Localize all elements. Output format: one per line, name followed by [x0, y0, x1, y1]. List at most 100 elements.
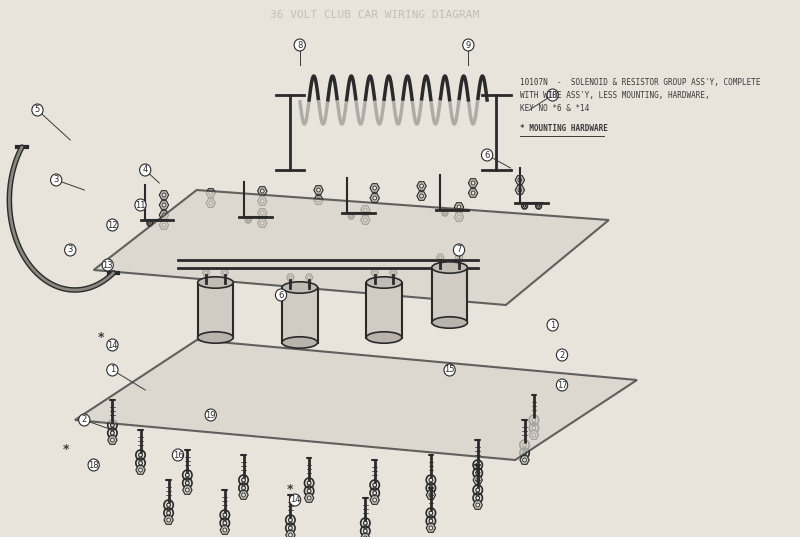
- Polygon shape: [221, 269, 229, 276]
- Circle shape: [532, 426, 536, 430]
- Polygon shape: [314, 186, 323, 194]
- Circle shape: [523, 205, 526, 207]
- Circle shape: [364, 215, 366, 217]
- Circle shape: [547, 89, 558, 101]
- Text: 2: 2: [82, 416, 87, 425]
- Text: 1: 1: [110, 366, 115, 374]
- Circle shape: [223, 271, 226, 274]
- Circle shape: [261, 189, 264, 193]
- Circle shape: [532, 433, 536, 437]
- Circle shape: [444, 212, 446, 214]
- Bar: [432, 267, 467, 323]
- Text: 7: 7: [456, 245, 462, 255]
- Circle shape: [223, 513, 226, 517]
- Circle shape: [317, 198, 320, 202]
- Ellipse shape: [198, 277, 234, 288]
- Polygon shape: [159, 201, 169, 209]
- Polygon shape: [220, 526, 230, 534]
- Circle shape: [209, 191, 213, 195]
- Polygon shape: [361, 206, 370, 214]
- Circle shape: [373, 491, 377, 495]
- Polygon shape: [454, 202, 464, 212]
- Polygon shape: [370, 496, 379, 504]
- Circle shape: [458, 256, 461, 259]
- Circle shape: [557, 379, 568, 391]
- Text: *: *: [287, 483, 294, 497]
- Polygon shape: [182, 485, 192, 495]
- Circle shape: [209, 201, 213, 205]
- Circle shape: [363, 529, 367, 533]
- Polygon shape: [371, 269, 378, 276]
- Circle shape: [88, 459, 99, 471]
- Circle shape: [522, 443, 526, 447]
- Circle shape: [289, 518, 292, 522]
- Polygon shape: [159, 211, 169, 219]
- Circle shape: [78, 414, 90, 426]
- Polygon shape: [202, 269, 210, 276]
- Circle shape: [307, 496, 311, 500]
- Circle shape: [242, 478, 246, 482]
- Polygon shape: [417, 182, 426, 190]
- Circle shape: [138, 453, 142, 457]
- Circle shape: [518, 188, 522, 192]
- Bar: [198, 282, 234, 337]
- Polygon shape: [455, 254, 462, 261]
- Ellipse shape: [198, 332, 234, 343]
- Circle shape: [532, 418, 536, 422]
- Circle shape: [429, 486, 433, 490]
- Polygon shape: [258, 219, 267, 227]
- Circle shape: [317, 188, 320, 192]
- Circle shape: [139, 164, 151, 176]
- Text: 1: 1: [550, 321, 555, 330]
- Polygon shape: [206, 188, 215, 197]
- Text: 14: 14: [290, 496, 300, 504]
- Circle shape: [444, 364, 455, 376]
- Circle shape: [247, 219, 250, 221]
- Circle shape: [138, 461, 142, 465]
- Circle shape: [32, 104, 43, 116]
- Polygon shape: [426, 491, 435, 499]
- Circle shape: [307, 489, 311, 493]
- Text: 15: 15: [444, 366, 455, 374]
- Polygon shape: [159, 191, 169, 199]
- Polygon shape: [159, 221, 169, 229]
- Circle shape: [392, 271, 395, 274]
- Text: 18: 18: [88, 461, 99, 469]
- Polygon shape: [286, 531, 295, 537]
- Text: 14: 14: [107, 340, 118, 350]
- Circle shape: [471, 191, 475, 195]
- Circle shape: [261, 219, 263, 221]
- Text: KEY NO *6 & *14: KEY NO *6 & *14: [520, 104, 590, 113]
- Circle shape: [223, 528, 226, 532]
- Polygon shape: [206, 199, 215, 207]
- Circle shape: [457, 205, 461, 209]
- Polygon shape: [108, 436, 117, 444]
- Text: 3: 3: [54, 176, 59, 185]
- Text: 2: 2: [559, 351, 565, 359]
- Text: * MOUNTING HARDWARE: * MOUNTING HARDWARE: [520, 124, 608, 133]
- Circle shape: [162, 223, 166, 227]
- Ellipse shape: [282, 337, 318, 348]
- Text: 19: 19: [206, 410, 216, 419]
- Circle shape: [308, 276, 310, 279]
- Circle shape: [242, 486, 246, 490]
- Ellipse shape: [432, 262, 467, 273]
- Circle shape: [261, 221, 264, 225]
- Polygon shape: [473, 500, 482, 509]
- Circle shape: [205, 409, 216, 421]
- Circle shape: [162, 203, 166, 207]
- Circle shape: [429, 526, 433, 530]
- Circle shape: [102, 259, 114, 271]
- Circle shape: [476, 488, 480, 492]
- Polygon shape: [437, 254, 444, 261]
- Polygon shape: [94, 190, 609, 305]
- Circle shape: [557, 349, 568, 361]
- Text: 36 VOLT CLUB CAR WIRING DIAGRAM: 36 VOLT CLUB CAR WIRING DIAGRAM: [270, 10, 479, 20]
- Circle shape: [429, 511, 433, 515]
- Text: 11: 11: [135, 200, 146, 209]
- Polygon shape: [361, 534, 370, 537]
- Circle shape: [420, 184, 423, 188]
- Ellipse shape: [432, 317, 467, 328]
- Polygon shape: [258, 197, 267, 205]
- Circle shape: [518, 178, 522, 182]
